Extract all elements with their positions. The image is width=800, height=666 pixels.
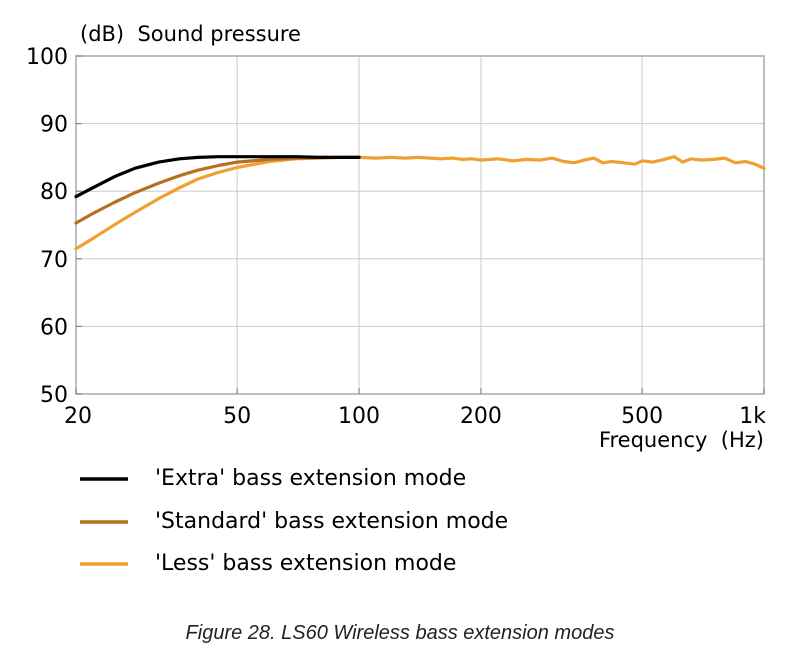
series-line: [74, 155, 361, 225]
y-tick-labels: 50 60 70 80 90 100: [26, 45, 68, 408]
x-tick-labels: 20 50 100 200 500 1k: [64, 404, 766, 429]
legend-label: 'Standard' bass extension mode: [155, 509, 508, 534]
y-tick-label: 70: [40, 248, 68, 273]
series-lines: [74, 155, 766, 251]
plot-frame: [75, 55, 765, 395]
legend-label: 'Extra' bass extension mode: [155, 466, 466, 491]
y-tick-label: 80: [40, 180, 68, 205]
axis-ticks: [75, 55, 765, 395]
x-tick-label: 200: [460, 404, 502, 429]
x-tick-label: 20: [64, 404, 92, 429]
chart-grid: [76, 56, 764, 394]
x-tick-label: 500: [621, 404, 663, 429]
y-tick-label: 100: [26, 45, 68, 70]
y-tick-label: 90: [40, 113, 68, 138]
legend: 'Extra' bass extension mode 'Standard' ba…: [80, 466, 508, 576]
series-line: [74, 155, 766, 251]
x-tick-label: 100: [338, 404, 380, 429]
y-axis-title: (dB) Sound pressure: [80, 22, 301, 46]
x-tick-label: 50: [223, 404, 251, 429]
series-line: [74, 155, 361, 199]
x-axis-title: Frequency (Hz): [599, 428, 764, 452]
legend-label: 'Less' bass extension mode: [155, 551, 456, 576]
x-tick-label: 1k: [739, 404, 766, 429]
y-tick-label: 50: [40, 383, 68, 408]
figure-caption: Figure 28. LS60 Wireless bass extension …: [185, 622, 615, 644]
y-tick-label: 60: [40, 315, 68, 340]
